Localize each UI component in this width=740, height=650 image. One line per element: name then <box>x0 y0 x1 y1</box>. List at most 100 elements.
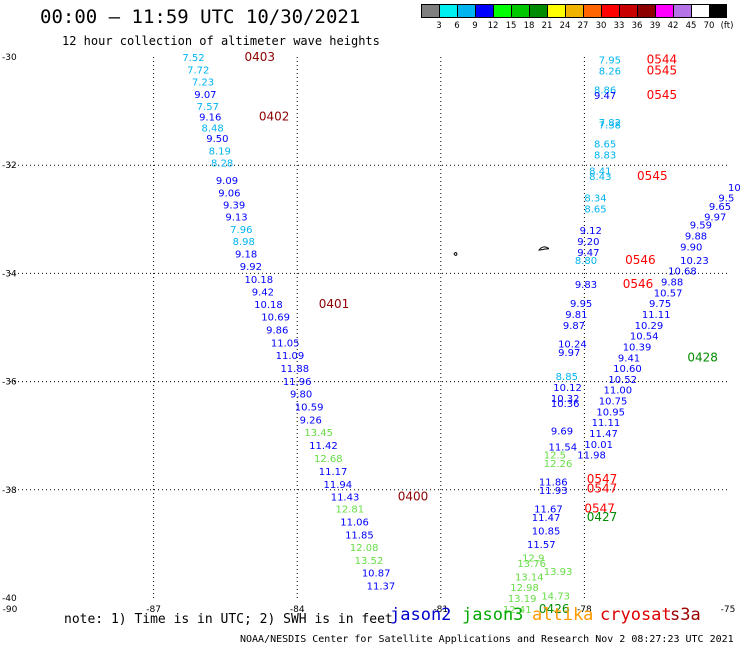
wave-height-label: 12.5 <box>544 451 566 462</box>
wave-height-label: 9.12 <box>580 226 602 237</box>
x-tick-label: -81 <box>433 605 448 615</box>
wave-height-label: 9.13 <box>225 213 247 224</box>
wave-height-label: 7.52 <box>182 53 204 64</box>
wave-height-label: 9.65 <box>709 202 731 213</box>
wave-height-label: 8.98 <box>233 237 255 248</box>
wave-height-label: 9.42 <box>252 287 274 298</box>
wave-height-label: 8.85 <box>556 372 578 383</box>
color-scale-cell <box>457 4 475 18</box>
wave-height-label: 9.80 <box>290 390 312 401</box>
color-scale-cell <box>493 4 511 18</box>
wave-height-label: 7.72 <box>187 65 209 76</box>
y-tick-label: -30 <box>2 53 17 63</box>
wave-height-label: 10.32 <box>551 394 580 405</box>
color-scale-cell <box>709 4 727 18</box>
wave-height-label: 13.93 <box>544 567 573 578</box>
wave-height-label: 9.5 <box>718 194 734 205</box>
wave-height-label: 11.96 <box>283 377 312 388</box>
chart-subtitle: 12 hour collection of altimeter wave hei… <box>62 34 380 48</box>
wave-height-label: 10.69 <box>261 313 290 324</box>
color-scale-bar <box>421 4 727 18</box>
wave-height-label: 11.05 <box>271 339 300 350</box>
wave-height-label: 12.41 <box>503 605 532 616</box>
y-tick-label: -40 <box>2 594 17 604</box>
footer-credit: NOAA/NESDIS Center for Satellite Applica… <box>240 634 734 645</box>
wave-height-label: 10.52 <box>608 375 637 386</box>
pass-time-label: 0547 <box>584 502 615 516</box>
color-scale-label: 15 <box>505 21 517 31</box>
color-scale-cell <box>691 4 709 18</box>
color-scale-label: 21 <box>541 21 553 31</box>
color-scale-label: 18 <box>523 21 535 31</box>
wave-height-label: 10.18 <box>254 300 283 311</box>
color-scale-label: (ft) <box>720 21 734 31</box>
x-tick-label: -87 <box>146 605 161 615</box>
wave-height-label: 11.17 <box>319 467 348 478</box>
wave-height-label: 13.19 <box>508 594 537 605</box>
wave-height-label: 10.23 <box>680 256 709 267</box>
color-scale-cell <box>655 4 673 18</box>
color-scale-cell <box>439 4 457 18</box>
wave-height-label: 10.36 <box>551 399 580 410</box>
legend-item-altika: altika <box>532 605 594 625</box>
wave-height-label: 11.85 <box>345 531 374 542</box>
color-scale-cell <box>529 4 547 18</box>
legend-item-jason2: jason2 <box>390 605 452 625</box>
wave-height-label: 10.01 <box>584 440 613 451</box>
color-scale-cell <box>565 4 583 18</box>
wave-height-label: 10.85 <box>532 526 561 537</box>
pass-time-label: 0428 <box>687 350 718 364</box>
wave-height-label: 10.54 <box>630 332 659 343</box>
color-scale-cell <box>673 4 691 18</box>
pass-time-label: 0546 <box>625 253 656 267</box>
island-outline <box>537 246 550 251</box>
wave-height-label: 10.57 <box>654 288 683 299</box>
wave-height-label: 10.75 <box>599 397 628 408</box>
pass-time-label: 0545 <box>637 169 668 183</box>
pass-time-label: 0401 <box>319 297 350 311</box>
wave-height-label: 10.12 <box>553 383 582 394</box>
wave-height-label: 9.59 <box>690 221 712 232</box>
wave-height-label: 11.67 <box>534 505 563 516</box>
wave-height-label: 13.52 <box>355 556 384 567</box>
wave-height-label: 8.26 <box>599 67 621 78</box>
wave-height-label: 9.90 <box>680 242 702 253</box>
color-scale-label: 12 <box>487 21 499 31</box>
wave-height-label: 12.08 <box>350 543 379 554</box>
color-scale-label: 42 <box>667 21 679 31</box>
color-scale-cell <box>619 4 637 18</box>
wave-height-label: 11.86 <box>539 478 568 489</box>
island-outline <box>453 252 458 256</box>
wave-height-label: 13.14 <box>515 572 544 583</box>
wave-height-label: 7.23 <box>192 77 214 88</box>
y-tick-label: -34 <box>2 269 17 279</box>
wave-height-label: 10.60 <box>613 364 642 375</box>
x-tick-label: -84 <box>290 605 305 615</box>
wave-height-label: 11.47 <box>532 513 561 524</box>
wave-height-label: 9.26 <box>300 415 322 426</box>
wave-height-label: 10.29 <box>635 321 664 332</box>
wave-height-label: 9.88 <box>685 232 707 243</box>
wave-height-label: 10.95 <box>596 407 625 418</box>
axis-ticks: -90 -87 -84 -81 -78 -75 -30 -32 -34 -36 -38 -40 <box>2 53 735 615</box>
color-scale-label: 30 <box>595 21 607 31</box>
color-scale-label: 9 <box>472 21 478 31</box>
island-marks <box>453 246 550 256</box>
wave-height-label: 7.57 <box>197 102 219 113</box>
wave-height-label: 9.39 <box>223 201 245 212</box>
color-scale-label: 6 <box>454 21 460 31</box>
wave-height-label: 12.26 <box>544 459 573 470</box>
pass-time-label: 0544 <box>647 53 678 67</box>
wave-height-label: 11.09 <box>276 351 305 362</box>
wave-height-label: 8.34 <box>584 194 606 205</box>
wave-height-label: 11.94 <box>324 480 353 491</box>
wave-height-label: 9.20 <box>577 237 599 248</box>
wave-height-label: 9.92 <box>240 262 262 273</box>
legend-item-jason3: jason3 <box>462 605 524 625</box>
wave-height-label: 11.47 <box>589 429 618 440</box>
wave-height-label: 8.65 <box>594 140 616 151</box>
pass-time-label: 0400 <box>398 489 429 503</box>
wave-height-label: 8.48 <box>201 123 223 134</box>
